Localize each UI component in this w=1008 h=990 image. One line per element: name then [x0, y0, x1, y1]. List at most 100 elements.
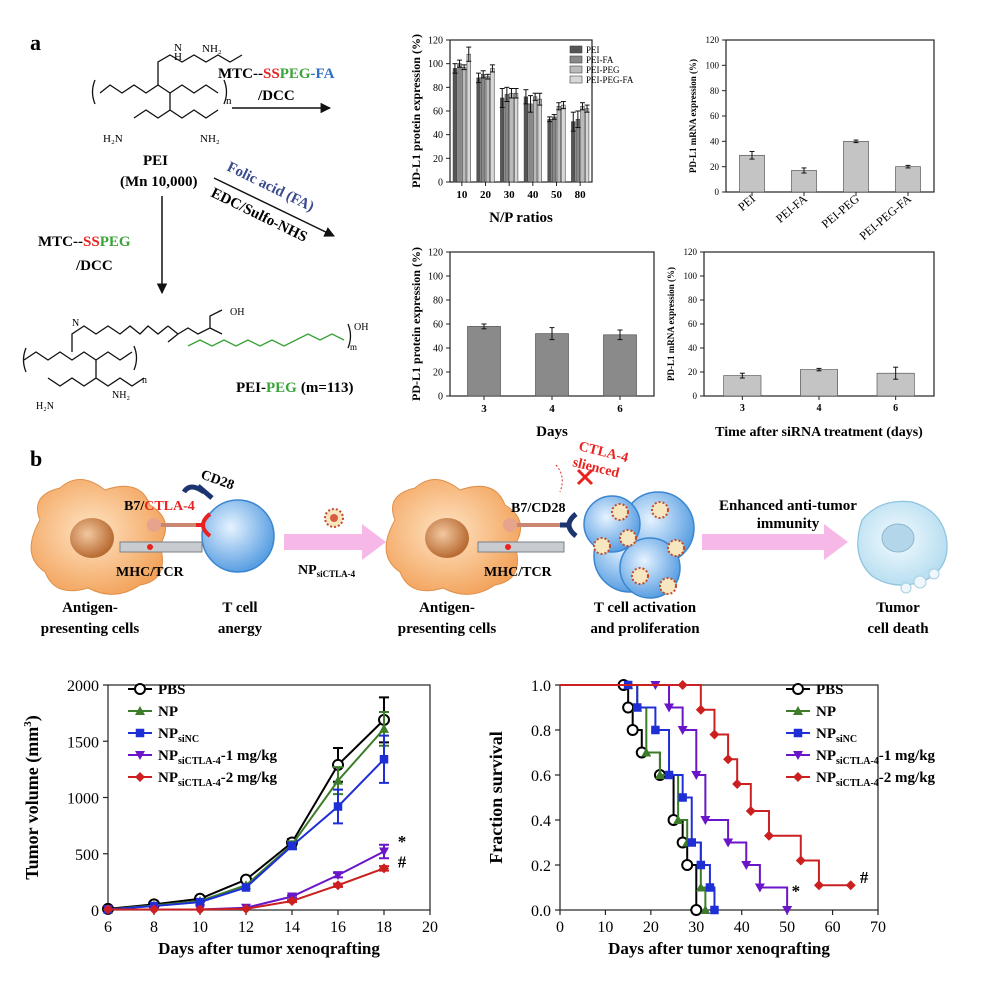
y-tick-label: 20 — [433, 154, 443, 165]
x-tick-label: 30 — [504, 189, 516, 201]
bar — [561, 104, 566, 183]
point — [287, 896, 297, 906]
x-tick-label: 18 — [376, 919, 392, 936]
point — [695, 704, 706, 715]
legend-label: NP — [816, 704, 836, 720]
y-tick-label: 120 — [706, 35, 720, 45]
y-tick-label: 20 — [710, 162, 720, 172]
point — [149, 904, 159, 915]
x-tick-label: 50 — [551, 189, 563, 201]
point — [333, 802, 343, 811]
series-line — [560, 684, 698, 910]
point — [135, 706, 145, 715]
synapse-1 — [119, 484, 214, 553]
x-tick-label: 16 — [330, 919, 346, 936]
y-tick-label: 120 — [428, 36, 443, 47]
annotation: # — [860, 868, 869, 887]
point — [241, 883, 251, 892]
legend-label: PEI-FA — [586, 55, 614, 65]
pei-amine-3: NH₂ — [200, 133, 220, 145]
point — [135, 728, 145, 738]
reagent-top-dcc: /DCC — [257, 88, 295, 104]
apc-cell-2 — [385, 479, 522, 595]
point — [691, 771, 702, 780]
bar — [723, 375, 762, 397]
apc-cell-1 — [30, 479, 167, 595]
x-tick-label: 30 — [688, 919, 704, 936]
legend-label: PEI-PEG — [586, 65, 620, 75]
pink-arrow-2 — [702, 524, 848, 560]
y-tick-label: 500 — [75, 847, 99, 864]
y-tick-label: 2000 — [67, 678, 99, 695]
x-tick-label: 10 — [192, 919, 208, 936]
reagent-top: MTC--SSPEG-FA — [218, 66, 335, 82]
bar — [800, 369, 838, 397]
point — [687, 838, 696, 847]
y-tick-label: 80 — [433, 83, 443, 94]
point — [651, 725, 660, 735]
pei-peg-structure — [22, 309, 352, 387]
label-apc-1b: presenting cells — [41, 621, 140, 637]
label-np: NPsiCTLA-4 — [298, 563, 356, 579]
x-axis-label: N/P ratios — [489, 210, 553, 226]
peg-amine-left: H₂N — [36, 401, 54, 412]
y-tick-label: 100 — [428, 272, 443, 283]
x-tick-label: 12 — [238, 919, 254, 936]
point — [379, 863, 389, 874]
y-tick-label: 40 — [688, 343, 698, 353]
y-tick-label: 120 — [428, 248, 443, 259]
point — [754, 883, 765, 893]
x-tick-label: 40 — [527, 189, 539, 201]
x-tick-label: 14 — [284, 919, 300, 936]
label-activation-2: and proliferation — [590, 621, 700, 637]
x-axis-label: Days after tumor xenoqrafting — [158, 939, 380, 958]
pei-amine-1: NH₂ — [202, 43, 222, 55]
y-tick-label: 0.6 — [531, 768, 551, 785]
bar — [556, 105, 561, 183]
y-tick-label: 60 — [688, 319, 698, 329]
pei-mn: (Mn 10,000) — [120, 174, 198, 190]
y-tick-label: 0 — [91, 903, 99, 920]
y-axis-label: PD-L1 protein expression (%) — [409, 34, 423, 188]
legend-label: PBS — [816, 682, 844, 698]
bar — [739, 154, 765, 193]
point — [195, 904, 205, 915]
y-tick-label: 0 — [438, 392, 443, 403]
bar — [603, 334, 637, 397]
annotation: * — [398, 832, 407, 851]
point — [690, 904, 703, 916]
label-tumor-2: cell death — [867, 621, 929, 637]
bar — [533, 96, 538, 183]
chart-protein-np-ratios: 0 20 40 60 80 100 120 10 20 30 40 50 80 PD-L1 protein… — [409, 34, 634, 226]
point — [681, 859, 694, 871]
annotation: * — [792, 882, 801, 901]
y-axis-label: Tumor volume (mm3) — [22, 715, 43, 880]
bar — [843, 141, 869, 193]
peg-n-label: n — [142, 375, 147, 386]
bar — [552, 116, 557, 183]
point — [333, 880, 343, 891]
chart-mrna-materials: 0 20 40 60 80 100 120 PEI PEI-FA PEI-PEGPEI-PEG-F… — [688, 35, 935, 243]
label-tcell-1a: T cell — [222, 600, 257, 616]
point — [287, 841, 297, 851]
x-tick-label: 8 — [150, 919, 158, 936]
tumor-cell — [857, 500, 948, 594]
y-tick-label: 0.4 — [531, 813, 551, 830]
bar — [485, 76, 490, 183]
annotation: # — [398, 852, 407, 871]
panel-b-label: b — [30, 446, 42, 471]
y-axis-label: PD-L1 mRNA expression (%) — [666, 267, 676, 381]
y-tick-label: 60 — [433, 320, 443, 331]
y-tick-label: 20 — [688, 367, 698, 377]
point — [134, 683, 146, 695]
tcell-cluster — [583, 491, 695, 599]
bar — [481, 74, 486, 183]
y-tick-label: 40 — [433, 344, 443, 355]
label-mhc-tcr-1: MHC/TCR — [116, 565, 185, 580]
point — [333, 775, 343, 785]
point — [135, 772, 145, 782]
y-tick-label: 1.0 — [531, 678, 551, 695]
legend-label: NPsiNC — [816, 726, 857, 745]
x-tick-label: 20 — [480, 189, 492, 201]
